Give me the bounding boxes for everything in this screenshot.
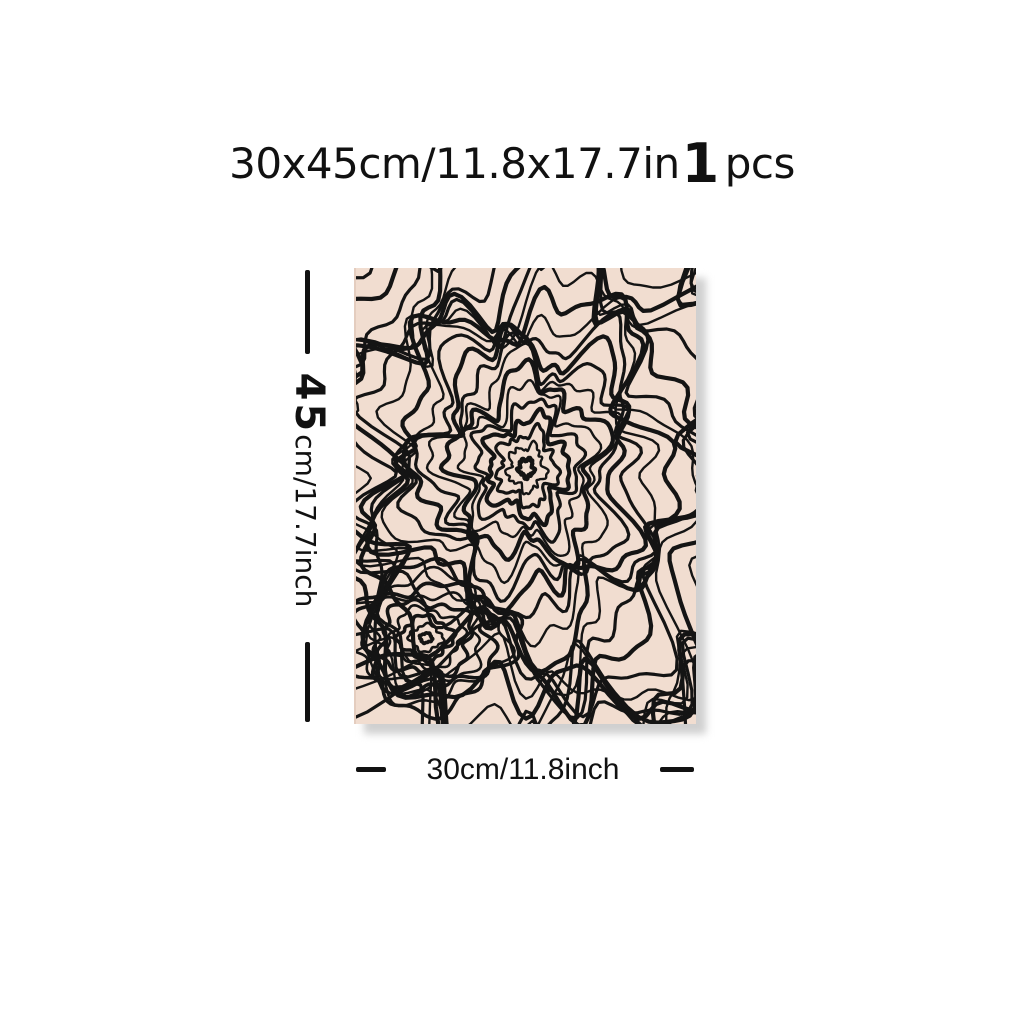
- size-text: 30x45cm/11.8x17.7in: [229, 139, 680, 188]
- width-marker-left: [356, 767, 386, 772]
- contour-line: [356, 268, 696, 697]
- contour-line: [480, 406, 572, 528]
- contour-line: [356, 268, 696, 719]
- height-marker-bottom: [305, 642, 310, 722]
- swirl-line: [356, 556, 525, 721]
- contour-line: [504, 439, 550, 496]
- swirl-line: [406, 621, 446, 654]
- contour-line: [514, 455, 538, 482]
- canvas-print: [354, 268, 706, 734]
- contour-line: [356, 268, 696, 724]
- piece-unit: pcs: [724, 139, 796, 188]
- width-marker-right: [660, 767, 694, 772]
- height-label: 45cm/17.7inch: [286, 373, 332, 608]
- contour-line: [469, 397, 588, 544]
- contour-pattern: [356, 268, 696, 724]
- contour-line: [356, 268, 696, 702]
- height-marker-top: [305, 270, 310, 354]
- contour-line: [494, 421, 563, 510]
- swirl-line: [385, 604, 469, 672]
- swirl-line: [356, 565, 516, 708]
- swirl-line: [393, 612, 458, 665]
- canvas-artwork: [354, 268, 696, 724]
- contour-line: [393, 311, 659, 621]
- contour-line: [456, 379, 603, 557]
- product-size-title: 30x45cm/11.8x17.7in1 pcs: [0, 136, 1024, 192]
- piece-count: 1: [681, 132, 720, 195]
- contour-line: [356, 268, 696, 724]
- height-number: 45: [286, 372, 332, 435]
- height-units: cm/17.7inch: [289, 434, 322, 608]
- width-label: 30cm/11.8inch: [426, 753, 620, 786]
- swirl-line: [375, 597, 475, 679]
- swirl-line: [417, 631, 435, 646]
